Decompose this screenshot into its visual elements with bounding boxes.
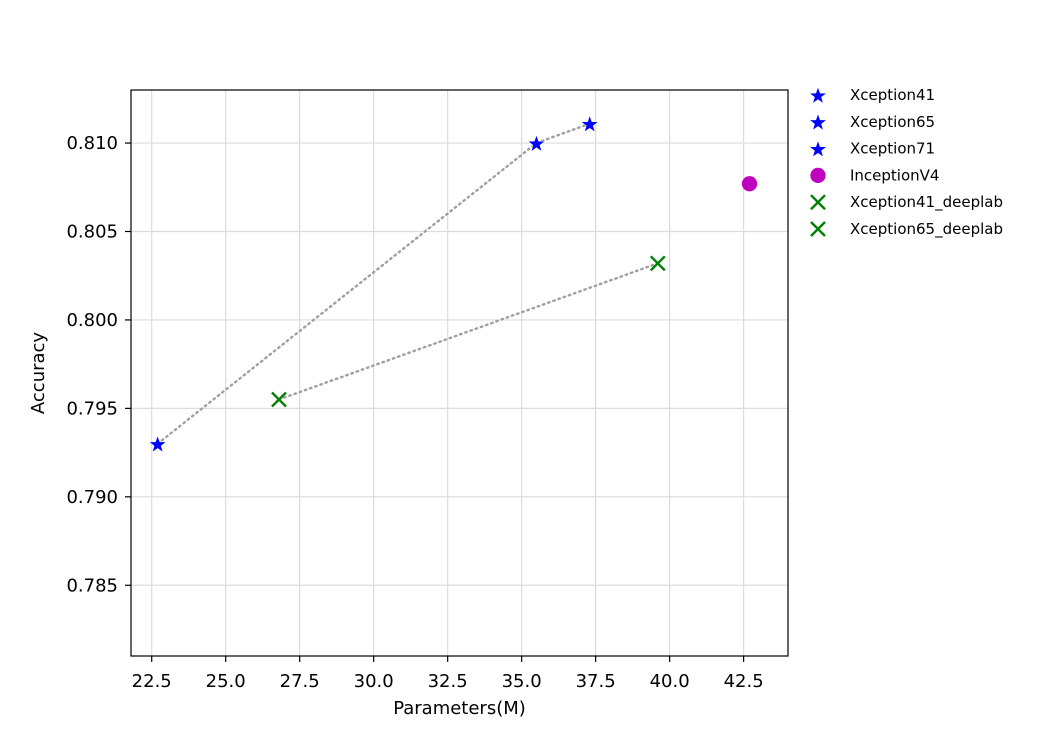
legend-marker xyxy=(808,86,828,104)
x-tick-label: 25.0 xyxy=(206,671,246,692)
legend-item: Xception41 xyxy=(808,86,935,104)
legend-marker xyxy=(810,167,826,184)
connector-line xyxy=(277,262,659,401)
data-markers xyxy=(148,114,758,453)
x-tick-label: 27.5 xyxy=(280,671,320,692)
x-tick-label: 40.0 xyxy=(650,671,690,692)
x-tick-label: 22.5 xyxy=(132,671,172,692)
y-axis-title: Accuracy xyxy=(28,332,49,415)
marker-inceptionv4 xyxy=(741,176,758,192)
legend-label: Xception65_deeplab xyxy=(850,220,1003,239)
y-tick-label: 0.785 xyxy=(66,575,118,596)
y-tick-label: 0.790 xyxy=(66,487,118,508)
marker-xception65-deeplab xyxy=(649,255,666,272)
legend-label: Xception41_deeplab xyxy=(850,193,1003,212)
legend: Xception41 Xception65 Xception71 InceptionV… xyxy=(808,86,1003,239)
legend-label: Xception65 xyxy=(850,113,935,131)
legend-label: Xception41 xyxy=(850,86,935,104)
x-tick-label: 37.5 xyxy=(576,671,616,692)
marker-xception41 xyxy=(148,434,167,453)
legend-item: Xception65_deeplab xyxy=(810,220,1003,239)
legend-label: InceptionV4 xyxy=(850,166,939,184)
y-tick-label: 0.805 xyxy=(66,222,118,243)
legend-label: Xception71 xyxy=(850,140,935,158)
y-tick-label: 0.810 xyxy=(66,133,118,154)
axis-ticks: 22.5 25.0 27.5 30.0 32.5 35.0 37.5 40.0 42.5 0.78… xyxy=(66,133,763,692)
y-tick-label: 0.800 xyxy=(66,310,118,331)
connector-lines xyxy=(156,122,659,445)
x-axis-title: Parameters(M) xyxy=(393,698,526,719)
plot-frame xyxy=(130,89,789,657)
legend-item: InceptionV4 xyxy=(810,166,939,184)
x-tick-label: 35.0 xyxy=(502,671,542,692)
x-tick-label: 32.5 xyxy=(428,671,468,692)
legend-item: Xception65 xyxy=(808,113,935,131)
grid xyxy=(131,90,788,656)
y-tick-label: 0.795 xyxy=(66,398,118,419)
marker-xception41-deeplab xyxy=(271,391,287,408)
legend-marker xyxy=(808,113,828,131)
marker-xception71 xyxy=(580,114,600,133)
legend-marker xyxy=(808,139,828,158)
legend-item: Xception41_deeplab xyxy=(810,193,1003,212)
legend-marker xyxy=(810,194,826,211)
legend-item: Xception71 xyxy=(808,139,935,158)
x-tick-label: 42.5 xyxy=(724,671,764,692)
legend-marker xyxy=(810,221,826,237)
marker-xception65 xyxy=(527,134,546,152)
x-tick-label: 30.0 xyxy=(354,671,394,692)
